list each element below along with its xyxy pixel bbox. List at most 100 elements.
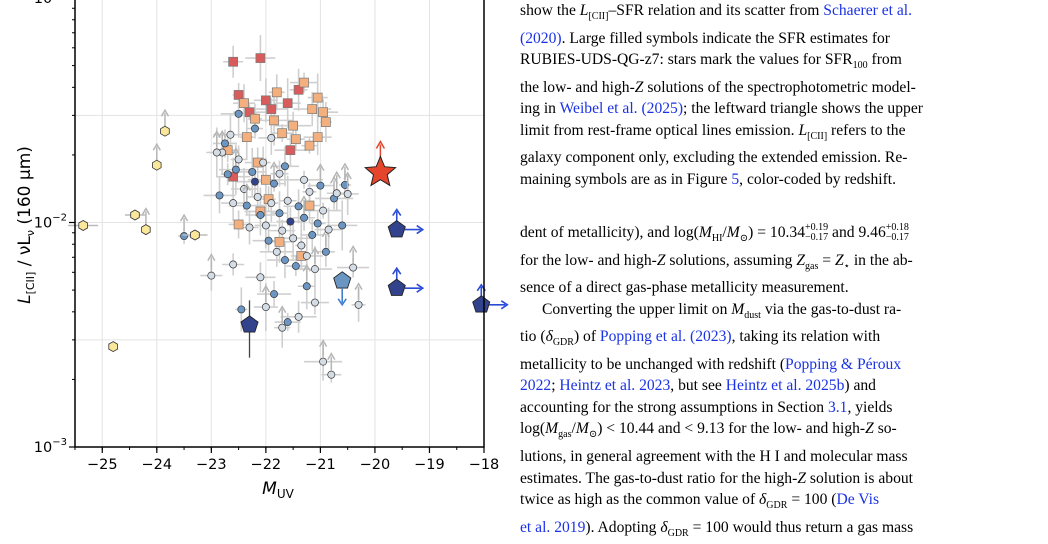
figure-link[interactable]: 5 <box>731 170 740 188</box>
limit-arrow-head <box>269 161 279 169</box>
data-circle <box>302 282 311 291</box>
data-circle <box>229 260 238 269</box>
citation-link[interactable]: Schaerer et al. <box>823 2 913 19</box>
data-circle <box>267 134 276 142</box>
body2-line-1: Converting the upper limit on Mdust via … <box>542 300 902 321</box>
data-square <box>244 107 255 118</box>
data-circle <box>242 201 251 210</box>
section-link[interactable]: 3.1 <box>827 398 848 416</box>
y-tick-label: 10−1 <box>34 0 67 7</box>
limit-arrow-head <box>141 207 151 215</box>
limit-arrow-head <box>302 263 311 272</box>
body2-line-8: estimates. The gas-to-dust ratio for the… <box>520 469 913 487</box>
limit-arrow-head <box>332 170 341 179</box>
limit-arrow-head <box>375 139 386 149</box>
data-circle <box>319 357 328 366</box>
data-circle <box>207 271 216 280</box>
data-circle <box>281 256 289 265</box>
data-circle <box>300 213 308 222</box>
limit-arrow-head <box>212 130 221 138</box>
data-circle <box>234 155 243 164</box>
data-square <box>282 98 293 109</box>
data-circle <box>261 221 270 230</box>
data-circle <box>340 180 349 189</box>
citation-link[interactable]: et al. 2019 <box>520 518 586 536</box>
data-circle <box>332 189 341 198</box>
body2-line-6: log(Mgas/M⊙) < 10.44 and < 9.13 for the … <box>520 420 897 441</box>
limit-arrow-head <box>299 195 309 204</box>
scatter-plot: −25 −24 −23 −22 −21 −20 −19 −18 10−3 10−2 10−1 MUV… <box>15 0 509 501</box>
body2-line-7: lutions, in general agreement with the H… <box>520 448 908 466</box>
citation-link[interactable]: Popping et al. (2023) <box>599 328 732 346</box>
data-square <box>274 236 285 247</box>
data-circle <box>256 211 265 219</box>
data-circle <box>300 175 308 184</box>
limit-arrow-head <box>152 142 161 151</box>
limit-arrow-head <box>318 339 328 348</box>
data-circle <box>275 169 284 178</box>
y-tick-label: 10−3 <box>34 437 67 456</box>
citation-link[interactable]: Heintz et al. 2023 <box>559 377 671 395</box>
highlight-pentagon <box>240 315 259 333</box>
highlight-star <box>363 155 397 187</box>
data-circle <box>310 298 319 307</box>
data-square <box>304 140 315 151</box>
caption-text: show the L[CII]–SFR relation and its sca… <box>520 0 1040 190</box>
data-circle <box>180 232 189 241</box>
data-square <box>312 132 323 142</box>
citation-link[interactable]: (2020) <box>520 29 562 47</box>
highlight-pentagon <box>387 220 406 238</box>
citation-link[interactable]: De Vis <box>836 491 880 509</box>
data-circle <box>237 305 246 314</box>
data-circle <box>305 187 314 196</box>
limit-arrow-head <box>278 305 287 314</box>
data-square <box>321 117 331 127</box>
citation-link[interactable]: Popping & Péroux <box>785 355 902 373</box>
data-circle <box>212 148 221 157</box>
highlight-pentagon <box>387 278 406 296</box>
data-hexagon <box>108 341 118 353</box>
data-circle <box>253 192 262 201</box>
data-square <box>233 90 244 100</box>
caption-line-7: galaxy component only, excluding the ext… <box>520 149 908 167</box>
data-square <box>277 128 288 139</box>
body2-line-2: tio (δGDR) of Popping et al. (2023), tak… <box>520 328 881 349</box>
data-square <box>299 77 309 88</box>
data-square <box>271 87 282 98</box>
data-circle <box>324 225 333 234</box>
data-hexagon <box>130 209 140 221</box>
data-circle <box>256 273 265 282</box>
data-circle <box>270 179 278 188</box>
data-hexagon <box>78 220 88 231</box>
data-circle <box>289 234 298 243</box>
limit-arrow-head <box>327 352 336 361</box>
data-circle <box>313 219 322 228</box>
data-circle <box>229 199 238 208</box>
citation-link[interactable]: Heintz et al. 2025b <box>725 377 845 395</box>
y-axis-label: L[CII] / νLν (160 μm) <box>15 146 37 304</box>
data-circle <box>261 303 270 312</box>
data-circle <box>267 199 276 208</box>
data-circle <box>327 370 336 379</box>
data-square <box>307 104 318 114</box>
x-tick-label: −21 <box>305 457 336 473</box>
limit-arrow-head <box>242 183 251 191</box>
x-tick-label: −23 <box>196 457 227 473</box>
body2-line-4: 2022; Heintz et al. 2023, but see Heintz… <box>520 377 876 395</box>
data-circle <box>278 226 287 235</box>
citation-link[interactable]: Weibel et al. (2025) <box>559 100 684 118</box>
data-square <box>239 98 249 109</box>
citation-link[interactable]: 2022 <box>520 377 552 395</box>
data-square <box>285 145 296 156</box>
data-square <box>291 134 301 145</box>
x-tick-label: −24 <box>141 457 172 473</box>
limit-arrow-head <box>316 163 325 171</box>
data-circle <box>291 262 300 270</box>
data-circle <box>354 300 363 309</box>
caption-line-2: (2020). Large filled symbols indicate th… <box>520 29 890 47</box>
limit-arrow-head <box>416 283 425 293</box>
data-circle <box>248 167 257 176</box>
data-circle <box>245 223 254 232</box>
data-circle <box>283 196 292 205</box>
data-circle <box>259 158 268 167</box>
